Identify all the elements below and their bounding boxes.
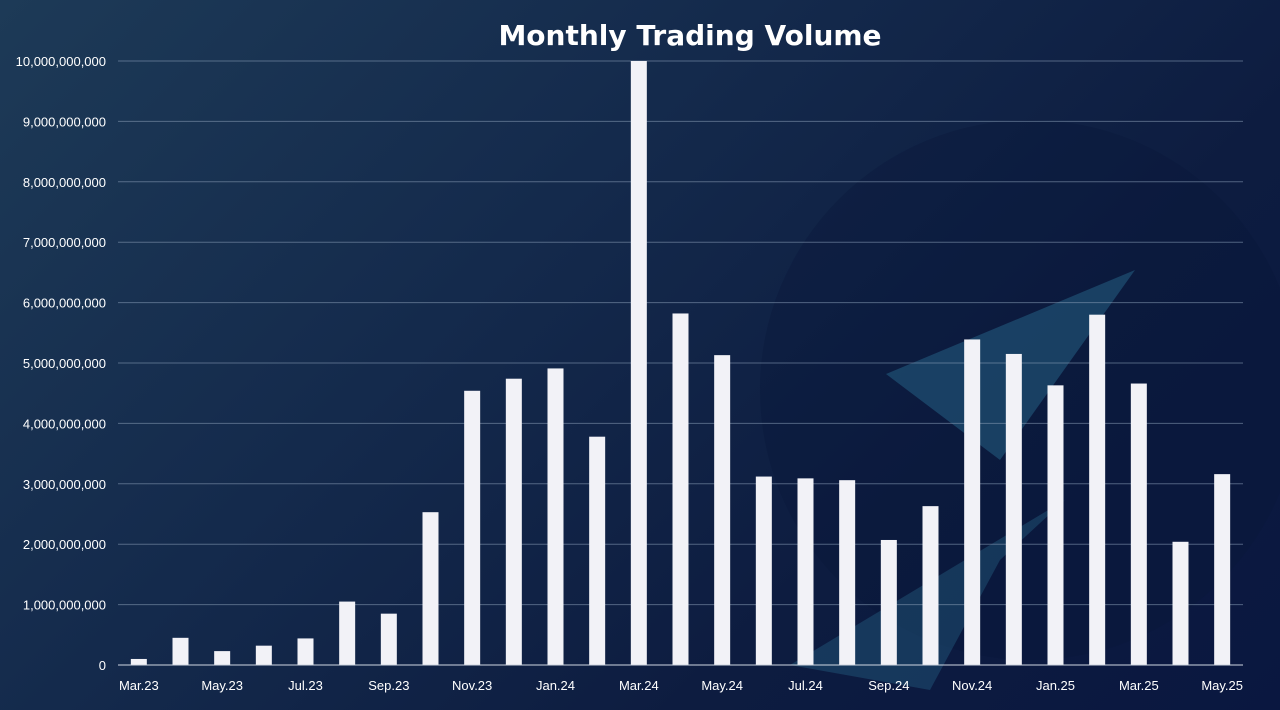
bar [672, 313, 689, 665]
y-tick-label: 1,000,000,000 [23, 598, 106, 613]
bar [1089, 314, 1106, 665]
bar [1172, 541, 1189, 665]
bar [172, 637, 189, 665]
bar [130, 658, 147, 665]
y-tick-label: 6,000,000,000 [23, 296, 106, 311]
bar [380, 613, 397, 665]
y-tick-label: 0 [99, 658, 106, 673]
bar [839, 480, 856, 665]
x-tick-label: Sep.24 [868, 678, 909, 693]
x-tick-label: Nov.23 [452, 678, 492, 693]
x-tick-label: Mar.23 [119, 678, 159, 693]
chart-title: Monthly Trading Volume [498, 19, 881, 52]
x-tick-label: Sep.23 [368, 678, 409, 693]
bar [755, 476, 772, 665]
bar [339, 601, 356, 665]
bar [1047, 385, 1064, 665]
bar [422, 512, 439, 665]
y-tick-label: 5,000,000,000 [23, 356, 106, 371]
bar [505, 378, 522, 665]
y-tick-label: 8,000,000,000 [23, 175, 106, 190]
bar [922, 506, 939, 665]
bar [297, 638, 314, 665]
x-tick-label: Jan.24 [536, 678, 575, 693]
y-axis-tick-labels: 0 1,000,000,000 2,000,000,000 3,000,000,000… [16, 54, 106, 673]
bar [1214, 474, 1231, 665]
x-tick-label: May.25 [1201, 678, 1243, 693]
x-tick-label: Jan.25 [1036, 678, 1075, 693]
bar [214, 651, 231, 665]
bar [589, 436, 606, 665]
bar [547, 368, 564, 665]
y-tick-label: 4,000,000,000 [23, 416, 106, 431]
x-axis-tick-labels: Mar.23 May.23 Jul.23 Sep.23 Nov.23 Jan.24 Mar.… [119, 678, 1243, 693]
x-tick-label: Nov.24 [952, 678, 992, 693]
y-tick-label: 3,000,000,000 [23, 477, 106, 492]
bar [1005, 353, 1022, 665]
x-tick-label: May.23 [201, 678, 243, 693]
y-tick-label: 10,000,000,000 [16, 54, 106, 69]
bar [464, 390, 481, 665]
bar [880, 539, 897, 665]
x-tick-label: Jul.23 [288, 678, 323, 693]
x-tick-label: Mar.24 [619, 678, 659, 693]
x-tick-label: Mar.25 [1119, 678, 1159, 693]
y-tick-label: 9,000,000,000 [23, 114, 106, 129]
bar [630, 61, 647, 665]
bars [130, 61, 1231, 665]
x-tick-label: Jul.24 [788, 678, 823, 693]
bar [714, 355, 731, 665]
bar [797, 478, 814, 665]
bar [255, 645, 272, 665]
bar [964, 339, 981, 665]
y-tick-label: 7,000,000,000 [23, 235, 106, 250]
x-tick-label: May.24 [701, 678, 743, 693]
bar [1130, 383, 1147, 665]
y-tick-label: 2,000,000,000 [23, 537, 106, 552]
